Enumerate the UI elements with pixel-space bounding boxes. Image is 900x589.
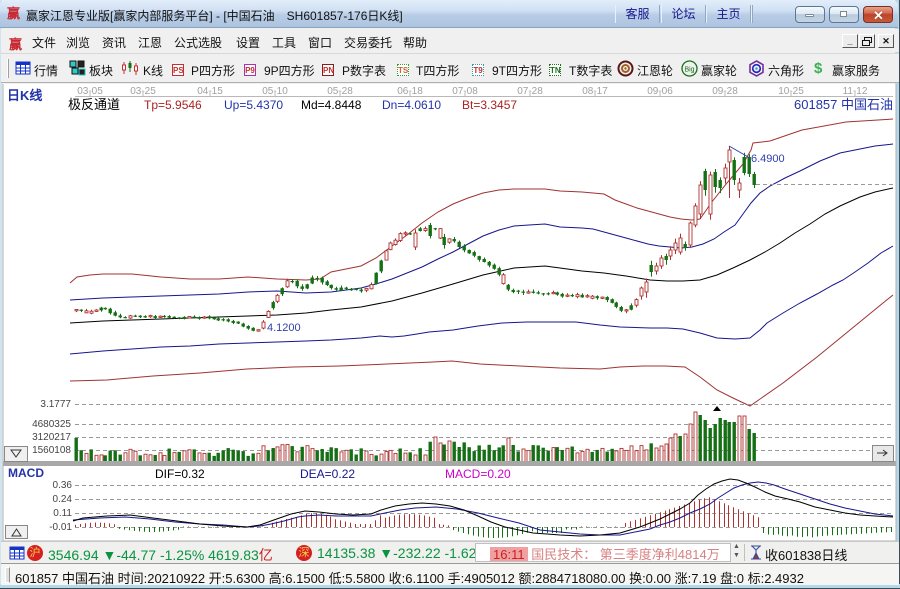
svg-text:6.4900: 6.4900 [751, 153, 785, 165]
svg-text:04-15: 04-15 [197, 86, 223, 97]
svg-text:DEA=0.22: DEA=0.22 [300, 467, 355, 481]
svg-text:11-12: 11-12 [843, 86, 868, 97]
svg-text:日K线: 日K线 [7, 88, 42, 103]
svg-text:极反通道: 极反通道 [68, 97, 120, 112]
svg-text:MACD: MACD [8, 466, 44, 480]
svg-text:DIF=0.32: DIF=0.32 [155, 467, 205, 481]
svg-text:03-25: 03-25 [130, 86, 156, 97]
svg-text:08-17: 08-17 [582, 86, 608, 97]
svg-text:4680325: 4680325 [32, 419, 71, 430]
svg-text:0.36: 0.36 [53, 480, 73, 491]
svg-text:4.1200: 4.1200 [267, 322, 301, 334]
svg-text:10-25: 10-25 [778, 86, 804, 97]
svg-text:0.24: 0.24 [53, 494, 73, 505]
svg-text:Bt=3.3457: Bt=3.3457 [462, 98, 517, 112]
svg-text:601857 中国石油: 601857 中国石油 [794, 97, 893, 112]
svg-text:MACD=0.20: MACD=0.20 [445, 467, 511, 481]
svg-text:07-28: 07-28 [517, 86, 543, 97]
svg-text:05-10: 05-10 [262, 86, 288, 97]
svg-text:Dn=4.0610: Dn=4.0610 [382, 98, 441, 112]
svg-text:06-18: 06-18 [397, 86, 423, 97]
svg-text:1560108: 1560108 [32, 445, 71, 456]
svg-text:Up=5.4370: Up=5.4370 [224, 98, 283, 112]
svg-text:07-08: 07-08 [452, 86, 478, 97]
svg-text:0.11: 0.11 [53, 508, 72, 519]
svg-text:03-05: 03-05 [77, 86, 103, 97]
svg-text:05-28: 05-28 [327, 86, 353, 97]
svg-text:09-06: 09-06 [647, 86, 673, 97]
svg-text:Big: Big [684, 67, 694, 74]
svg-text:09-28: 09-28 [712, 86, 738, 97]
svg-text:Tp=5.9546: Tp=5.9546 [144, 98, 202, 112]
svg-text:3.1777: 3.1777 [40, 399, 71, 410]
svg-text:3120217: 3120217 [32, 432, 71, 443]
svg-text:-0.01: -0.01 [49, 522, 72, 533]
svg-text:Md=4.8448: Md=4.8448 [301, 98, 362, 112]
